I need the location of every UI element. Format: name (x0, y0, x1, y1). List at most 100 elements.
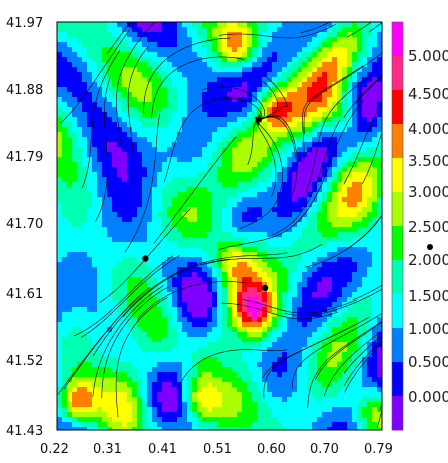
field-cell (322, 352, 328, 358)
field-cell (337, 102, 343, 108)
field-cell (247, 147, 253, 153)
field-cell (77, 122, 83, 128)
field-cell (112, 337, 118, 343)
field-cell (132, 287, 138, 293)
field-cell (322, 172, 328, 178)
field-cell (117, 302, 123, 308)
field-cell (312, 57, 318, 63)
field-cell (352, 142, 358, 148)
field-cell (292, 92, 298, 98)
field-cell (152, 152, 158, 158)
field-cell (172, 42, 178, 48)
field-cell (322, 367, 328, 373)
field-cell (157, 372, 163, 378)
field-cell (257, 187, 263, 193)
field-cell (292, 322, 298, 328)
field-cell (247, 247, 253, 253)
field-cell (102, 227, 108, 233)
field-cell (207, 187, 213, 193)
field-cell (302, 122, 308, 128)
field-cell (207, 257, 213, 263)
field-cell (92, 67, 98, 73)
field-cell (157, 352, 163, 358)
field-cell (312, 242, 318, 248)
field-cell (227, 97, 233, 103)
field-cell (152, 112, 158, 118)
field-cell (72, 277, 78, 283)
field-cell (302, 237, 308, 243)
field-cell (207, 347, 213, 353)
field-cell (207, 357, 213, 363)
field-cell (107, 282, 113, 288)
field-cell (317, 107, 323, 113)
field-cell (127, 302, 133, 308)
field-cell (132, 22, 138, 28)
field-cell (372, 107, 378, 113)
field-cell (177, 257, 183, 263)
field-cell (202, 147, 208, 153)
field-cell (197, 32, 203, 38)
field-cell (287, 107, 293, 113)
field-cell (122, 122, 128, 128)
field-cell (127, 222, 133, 228)
field-cell (77, 212, 83, 218)
field-cell (322, 102, 328, 108)
field-cell (337, 272, 343, 278)
field-cell (122, 42, 128, 48)
field-cell (177, 22, 183, 28)
field-cell (77, 362, 83, 368)
field-cell (152, 317, 158, 323)
field-cell (142, 67, 148, 73)
field-cell (212, 142, 218, 148)
field-cell (352, 62, 358, 68)
field-cell (312, 327, 318, 333)
field-cell (152, 252, 158, 258)
field-cell (167, 227, 173, 233)
field-cell (217, 32, 223, 38)
field-cell (77, 82, 83, 88)
field-cell (142, 122, 148, 128)
field-cell (57, 147, 63, 153)
field-cell (272, 397, 278, 403)
field-cell (57, 232, 63, 238)
field-cell (257, 167, 263, 173)
field-cell (77, 302, 83, 308)
field-cell (372, 117, 378, 123)
field-cell (212, 262, 218, 268)
field-cell (107, 357, 113, 363)
field-cell (67, 137, 73, 143)
field-cell (217, 207, 223, 213)
field-cell (242, 42, 248, 48)
field-cell (367, 32, 373, 38)
field-cell (307, 287, 313, 293)
field-cell (72, 122, 78, 128)
field-cell (342, 212, 348, 218)
field-cell (57, 42, 63, 48)
field-cell (217, 227, 223, 233)
field-cell (62, 252, 68, 258)
field-cell (297, 307, 303, 313)
field-cell (322, 317, 328, 323)
field-cell (332, 42, 338, 48)
field-cell (342, 62, 348, 68)
field-cell (302, 292, 308, 298)
field-cell (277, 312, 283, 318)
field-cell (292, 342, 298, 348)
field-cell (192, 372, 198, 378)
field-cell (172, 67, 178, 73)
field-cell (297, 192, 303, 198)
field-cell (327, 47, 333, 53)
field-cell (92, 352, 98, 358)
field-cell (82, 52, 88, 58)
field-cell (202, 92, 208, 98)
field-cell (332, 222, 338, 228)
field-cell (267, 372, 273, 378)
field-cell (132, 262, 138, 268)
field-cell (72, 182, 78, 188)
field-cell (142, 277, 148, 283)
field-cell (152, 42, 158, 48)
field-cell (282, 162, 288, 168)
field-cell (367, 192, 373, 198)
field-cell (127, 362, 133, 368)
field-cell (62, 152, 68, 158)
